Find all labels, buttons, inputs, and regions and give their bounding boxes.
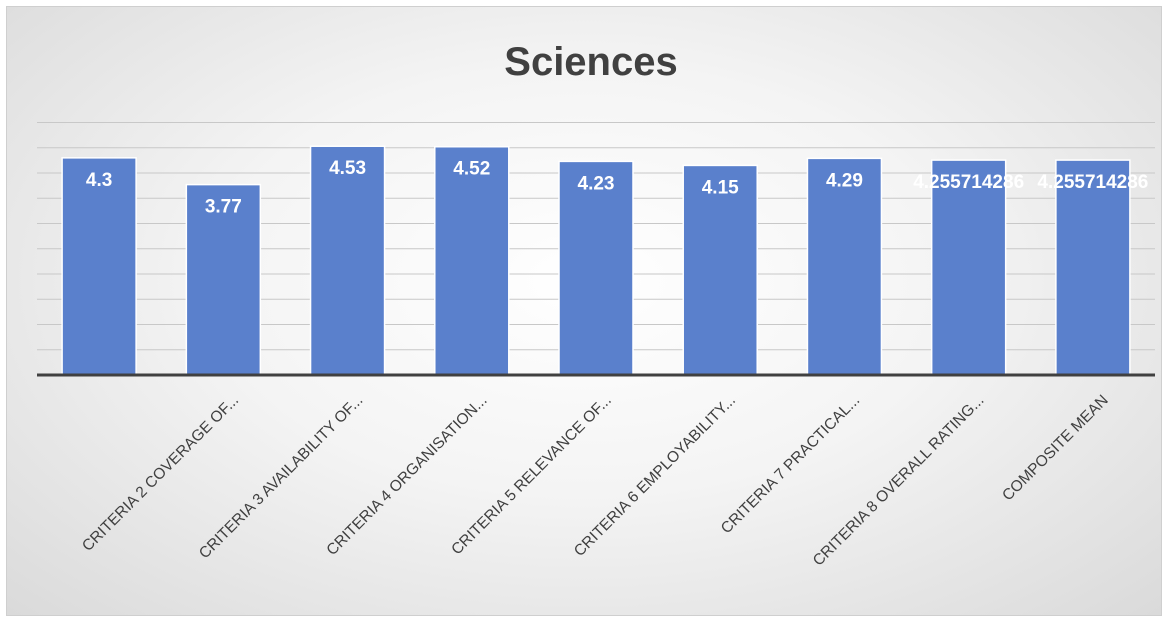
bar (930, 159, 1007, 376)
data-label: 4.255714286 (1037, 172, 1148, 193)
bar (806, 157, 883, 376)
data-label: 4.3 (86, 170, 112, 191)
x-tick-labels: CRITERIA 2 COVERAGE OF...CRITERIA 3 AVAI… (79, 392, 1112, 570)
data-label: 4.15 (702, 177, 739, 198)
data-labels: 4.3 3.77 4.53 4.52 4.23 4.15 4.29 4.255714286 4.… (86, 158, 1148, 217)
data-label: 4.52 (453, 159, 490, 180)
bar (185, 183, 262, 376)
data-label: 3.77 (205, 197, 242, 218)
bar-chart: Sciences 4.3 3.77 4.53 4.52 4.23 4.15 4.29 4.25… (37, 40, 1155, 570)
bar (682, 164, 758, 376)
bar (61, 157, 137, 376)
x-tick-label: CRITERIA 7 PRACTICAL... (718, 392, 863, 537)
chart-title: Sciences (504, 40, 677, 84)
bar (309, 145, 386, 376)
bar (1055, 159, 1131, 376)
data-label: 4.53 (329, 158, 366, 179)
x-tick-label: COMPOSITE MEAN (999, 392, 1112, 505)
bar (558, 160, 634, 376)
data-label: 4.29 (826, 170, 863, 191)
data-label: 4.23 (578, 173, 615, 194)
bar (434, 145, 510, 376)
data-label: 4.255714286 (913, 172, 1024, 193)
chart-frame: Sciences 4.3 3.77 4.53 4.52 4.23 4.15 4.29 4.25… (6, 6, 1162, 616)
